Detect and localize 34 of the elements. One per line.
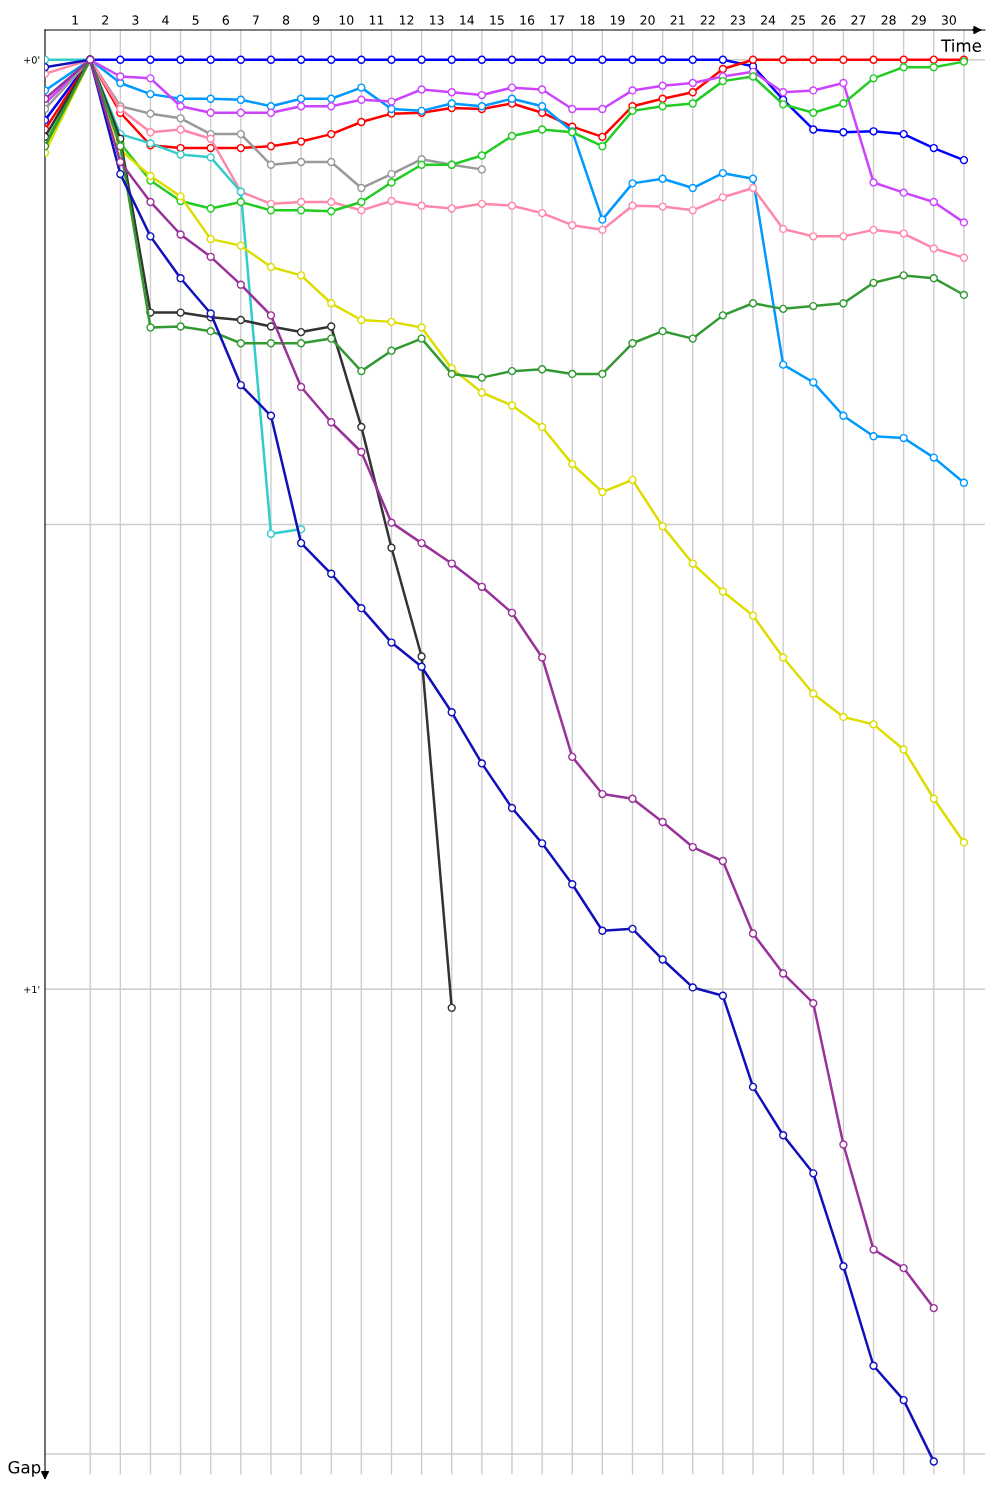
x-tick-label: 30 bbox=[941, 15, 956, 25]
x-tick-label: 3 bbox=[132, 15, 139, 25]
x-tick-label: 15 bbox=[490, 15, 504, 25]
x-tick-label: 2 bbox=[102, 15, 108, 25]
x-tick-label: 27 bbox=[851, 15, 866, 25]
x-tick-label: 1 bbox=[72, 15, 78, 25]
x-tick-label: 6 bbox=[222, 15, 229, 25]
x-tick-label: 10 bbox=[339, 15, 354, 25]
x-tick-label: 20 bbox=[640, 15, 655, 25]
x-tick-label: 18 bbox=[580, 15, 595, 25]
y-tick-label: +1' bbox=[24, 985, 40, 993]
x-tick-label: 28 bbox=[881, 15, 896, 25]
y-tick-label: +0' bbox=[24, 56, 40, 64]
x-tick-label: 16 bbox=[520, 15, 535, 25]
y-axis-title: Gap bbox=[8, 1460, 41, 1477]
x-tick-label: 26 bbox=[821, 15, 836, 25]
x-tick-label: 23 bbox=[730, 15, 745, 25]
x-tick-label: 29 bbox=[911, 15, 926, 25]
x-tick-label: 4 bbox=[162, 15, 169, 25]
x-tick-label: 19 bbox=[610, 15, 625, 25]
x-tick-label: 14 bbox=[460, 15, 475, 25]
x-axis-title: Time bbox=[941, 39, 981, 52]
x-tick-label: 11 bbox=[369, 15, 384, 25]
x-tick-label: 5 bbox=[192, 15, 199, 25]
x-tick-label: 9 bbox=[312, 15, 320, 25]
x-tick-label: 25 bbox=[791, 15, 806, 25]
x-tick-label: 7 bbox=[252, 15, 259, 25]
x-tick-label: 22 bbox=[700, 15, 715, 25]
x-tick-label: 13 bbox=[430, 15, 444, 25]
x-tick-label: 12 bbox=[399, 15, 414, 25]
x-tick-label: 21 bbox=[670, 15, 685, 25]
x-tick-label: 17 bbox=[550, 15, 565, 25]
x-tick-label: 8 bbox=[282, 15, 290, 25]
x-tick-label: 24 bbox=[761, 15, 776, 25]
